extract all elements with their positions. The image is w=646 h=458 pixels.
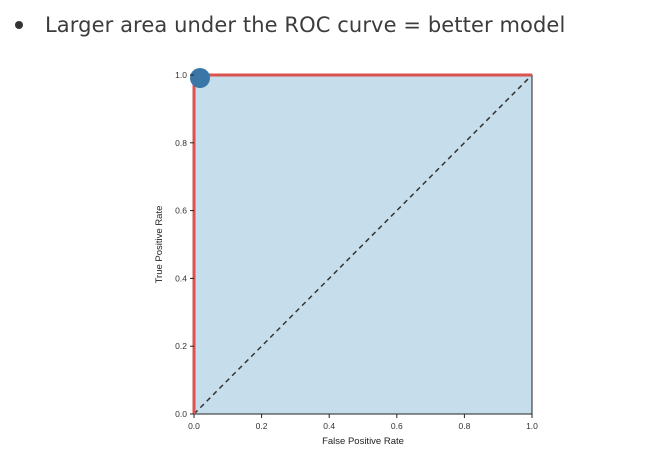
y-tick-label: 0.8 [175, 138, 187, 148]
x-axis-label: False Positive Rate [322, 436, 404, 447]
x-tick-label: 0.0 [188, 421, 200, 431]
x-tick-label: 0.4 [323, 421, 335, 431]
x-tick-label: 0.6 [391, 421, 403, 431]
y-tick-label: 0.0 [175, 409, 187, 419]
bullet-item: Larger area under the ROC curve = better… [12, 8, 565, 42]
x-tick-label: 0.8 [458, 421, 470, 431]
bullet-text: Larger area under the ROC curve = better… [45, 13, 566, 37]
y-tick-label: 0.6 [175, 206, 187, 216]
y-tick-label: 0.4 [175, 273, 187, 283]
y-axis-label: True Positive Rate [154, 206, 165, 284]
y-axis-ticks: 0.0 0.2 0.4 0.6 0.8 1.0 [175, 70, 194, 419]
x-tick-label: 0.2 [256, 421, 268, 431]
random-classifier-line [193, 74, 533, 415]
x-tick-label: 1.0 [526, 421, 538, 431]
perfect-classifier-point [190, 68, 210, 88]
bullet-dot-icon [15, 21, 23, 29]
y-tick-label: 0.2 [175, 341, 187, 351]
y-tick-label: 1.0 [175, 70, 187, 80]
x-axis-ticks: 0.0 0.2 0.4 0.6 0.8 1.0 [188, 414, 538, 431]
